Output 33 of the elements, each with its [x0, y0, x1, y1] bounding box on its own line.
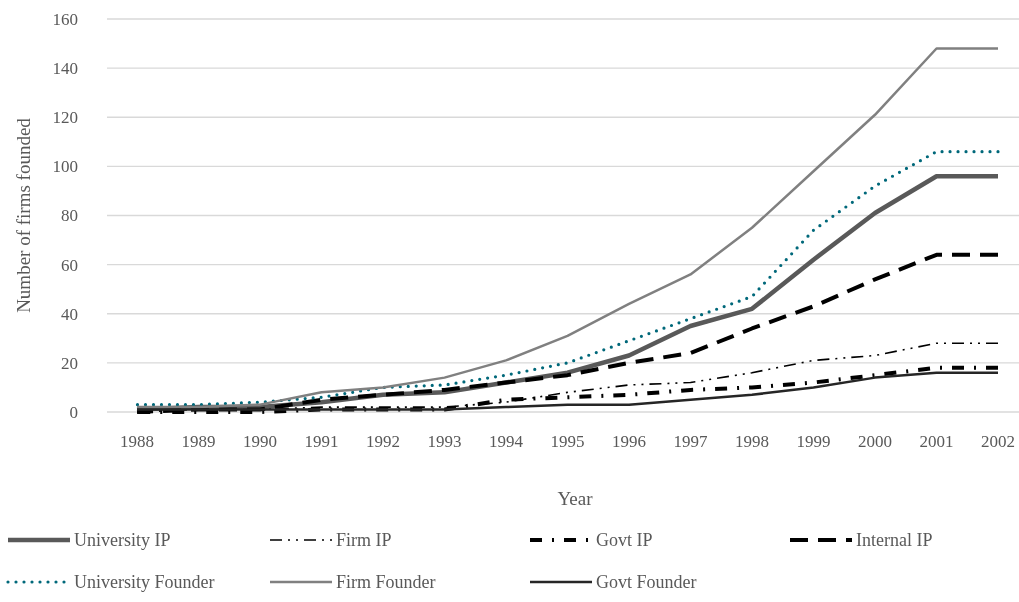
x-tick-label: 1996: [612, 432, 646, 451]
x-tick-label: 1997: [673, 432, 708, 451]
x-tick-label: 1989: [181, 432, 216, 451]
legend-label: Govt Founder: [596, 572, 697, 593]
x-tick-label: 1993: [427, 432, 462, 451]
y-tick-label: 140: [52, 59, 78, 79]
x-tick-label: 2000: [858, 432, 892, 451]
x-tick-label: 2001: [919, 432, 954, 451]
x-tick-label: 1988: [120, 432, 154, 451]
legend-label: Firm IP: [336, 530, 392, 551]
y-tick-label: 20: [61, 353, 78, 373]
y-tick-label: 100: [52, 157, 78, 177]
y-tick-label: 80: [61, 206, 78, 226]
x-tick-label: 1998: [735, 432, 769, 451]
x-tick-label: 1994: [489, 432, 524, 451]
x-tick-label: 2002: [981, 432, 1015, 451]
x-tick-label: 1991: [304, 432, 339, 451]
legend-label: Govt IP: [596, 530, 653, 551]
x-tick-label: 1992: [366, 432, 400, 451]
legend-label: Internal IP: [856, 530, 933, 551]
legend-label: University IP: [74, 530, 171, 551]
x-tick-label: 1995: [550, 432, 585, 451]
legend-label: Firm Founder: [336, 572, 436, 593]
y-tick-label: 160: [52, 9, 78, 29]
y-tick-label: 120: [52, 108, 78, 128]
y-axis-title: Number of firms founded: [13, 117, 34, 313]
x-tick-label: 1999: [796, 432, 831, 451]
x-tick-label: 1990: [243, 432, 277, 451]
y-tick-label: 40: [61, 304, 78, 324]
y-tick-label: 60: [61, 255, 78, 275]
y-tick-label: 0: [69, 402, 78, 422]
x-axis-title: Year: [557, 488, 594, 509]
legend-label: University Founder: [74, 572, 215, 593]
